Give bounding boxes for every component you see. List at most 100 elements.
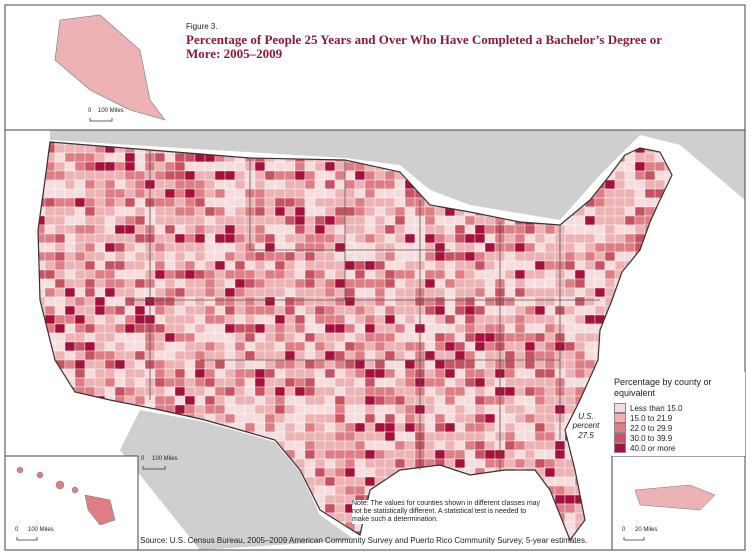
county (614, 197, 626, 208)
county (304, 305, 316, 316)
county (424, 269, 436, 280)
legend-swatch (614, 413, 626, 423)
county (284, 269, 296, 280)
county (504, 287, 516, 298)
county (324, 350, 336, 361)
county (54, 332, 66, 343)
county (434, 260, 446, 271)
county (504, 449, 516, 460)
county (394, 260, 406, 271)
county (294, 215, 306, 226)
county (104, 314, 116, 325)
county (404, 260, 416, 271)
county (204, 224, 216, 235)
county (294, 359, 306, 370)
county (584, 314, 596, 325)
county (224, 341, 236, 352)
county (324, 485, 336, 496)
county (384, 224, 396, 235)
county (344, 395, 356, 406)
county (44, 215, 56, 226)
county (274, 395, 286, 406)
county (214, 296, 226, 307)
county (434, 206, 446, 217)
county (524, 269, 536, 280)
county (124, 215, 136, 226)
county (524, 440, 536, 451)
county (384, 269, 396, 280)
county (404, 386, 416, 397)
county (204, 368, 216, 379)
county (254, 377, 266, 388)
county (324, 278, 336, 289)
county (154, 170, 166, 181)
county (204, 332, 216, 343)
county (304, 314, 316, 325)
county (304, 251, 316, 262)
county (224, 161, 236, 172)
county (224, 377, 236, 388)
county (204, 215, 216, 226)
county (614, 215, 626, 226)
county (304, 458, 316, 469)
county (394, 404, 406, 415)
county (174, 152, 186, 163)
county (344, 260, 356, 271)
county (374, 350, 386, 361)
county (204, 170, 216, 181)
county (244, 251, 256, 262)
county (484, 224, 496, 235)
state-borders (130, 150, 600, 470)
county (244, 404, 256, 415)
county (214, 287, 226, 298)
county (94, 179, 106, 190)
county (304, 395, 316, 406)
county (304, 206, 316, 217)
county (164, 188, 176, 199)
county (214, 305, 226, 316)
county (254, 242, 266, 253)
county (424, 323, 436, 334)
county (394, 449, 406, 460)
county (114, 314, 126, 325)
county (194, 377, 206, 388)
county (74, 332, 86, 343)
county (364, 179, 376, 190)
county (264, 278, 276, 289)
legend-label: 40.0 or more (630, 443, 676, 453)
county (274, 314, 286, 325)
county (274, 278, 286, 289)
county (384, 305, 396, 316)
county (484, 449, 496, 460)
county (374, 314, 386, 325)
county (154, 152, 166, 163)
county (304, 368, 316, 379)
county (404, 404, 416, 415)
county (564, 242, 576, 253)
county (634, 215, 646, 226)
county (194, 215, 206, 226)
county (114, 332, 126, 343)
county (434, 350, 446, 361)
county (484, 404, 496, 415)
county (94, 206, 106, 217)
county (514, 368, 526, 379)
county (564, 296, 576, 307)
county (84, 161, 96, 172)
county (604, 188, 616, 199)
county (624, 233, 636, 244)
county (164, 287, 176, 298)
county (114, 224, 126, 235)
county (344, 233, 356, 244)
county (44, 314, 56, 325)
county (264, 404, 276, 415)
county (114, 179, 126, 190)
county (224, 359, 236, 370)
county (364, 242, 376, 253)
county (444, 422, 456, 433)
county (334, 395, 346, 406)
county (404, 395, 416, 406)
county (64, 260, 76, 271)
scale-distance: 100 Miles (28, 527, 54, 533)
county (104, 323, 116, 334)
